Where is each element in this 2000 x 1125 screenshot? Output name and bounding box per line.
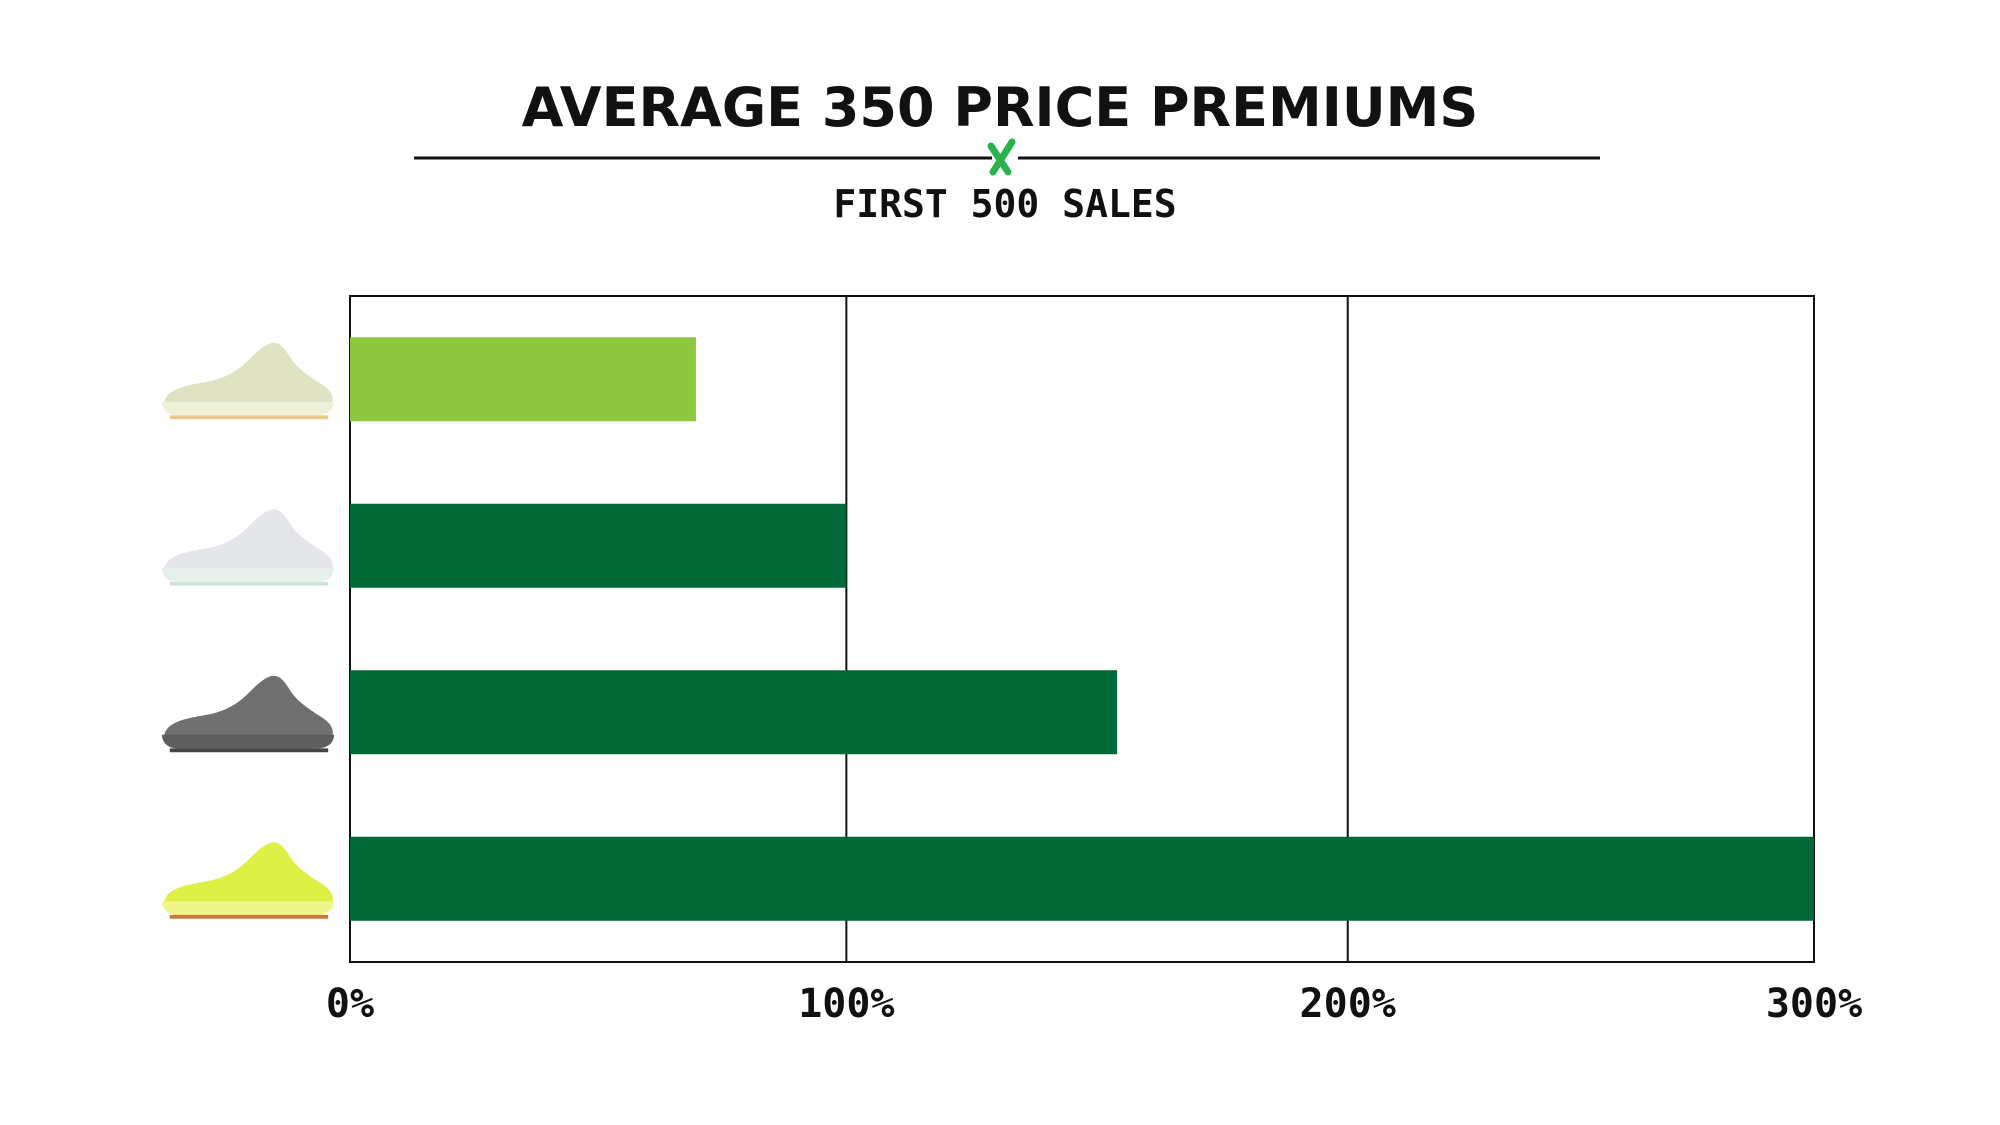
bar-sneaker-blue-tint	[350, 503, 847, 588]
x-axis-ticks: 0% 100% 200% 300%	[326, 981, 1862, 1027]
sneaker-beluga-icon	[161, 675, 335, 751]
bar-sneaker-beluga	[350, 670, 1118, 755]
bar-sneaker-semi-frozen-yellow	[350, 836, 1814, 921]
x-tick-label: 0%	[326, 981, 374, 1027]
category-images	[161, 342, 335, 917]
x-tick-label: 300%	[1766, 981, 1862, 1027]
stockx-x-logo-icon	[987, 138, 1016, 176]
chart-subtitle: FIRST 500 SALES	[833, 182, 1176, 226]
sneaker-blue-tint-icon	[161, 509, 335, 584]
x-tick-label: 100%	[798, 981, 894, 1027]
sneaker-butter-icon	[161, 342, 335, 418]
plot-frame	[349, 295, 1815, 963]
x-tick-label: 200%	[1300, 981, 1396, 1027]
bar-sneaker-butter	[350, 337, 696, 422]
plot-area	[349, 295, 1815, 963]
chart-title: AVERAGE 350 PRICE PREMIUMS	[522, 76, 1479, 139]
sneaker-semi-frozen-yellow-icon	[161, 842, 335, 917]
